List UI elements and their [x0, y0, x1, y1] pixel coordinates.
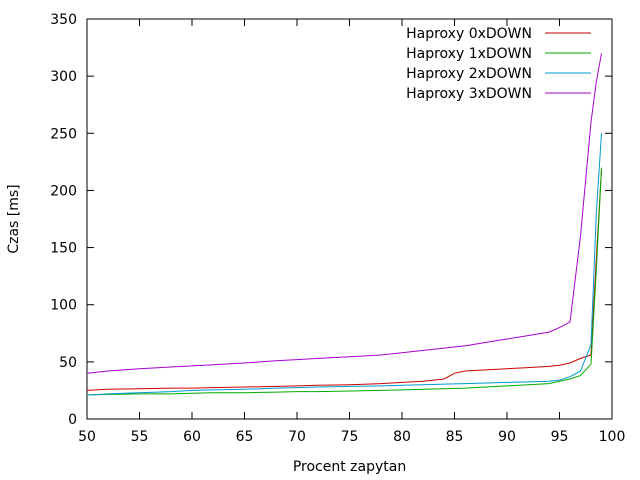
x-tick-label: 65 — [236, 429, 254, 445]
x-tick-label: 100 — [599, 429, 626, 445]
x-tick-label: 95 — [551, 429, 569, 445]
x-tick-label: 90 — [498, 429, 516, 445]
x-tick-label: 85 — [446, 429, 464, 445]
y-tick-label: 250 — [50, 126, 77, 142]
y-tick-label: 100 — [50, 298, 77, 314]
x-tick-label: 55 — [131, 429, 149, 445]
x-tick-label: 70 — [288, 429, 306, 445]
series-line — [86, 167, 602, 396]
legend-label: Haproxy 2xDOWN — [406, 66, 532, 82]
x-tick-label: 75 — [341, 429, 359, 445]
plot-frame — [86, 18, 613, 420]
legend-label: Haproxy 1xDOWN — [406, 46, 532, 62]
series-line — [86, 53, 602, 374]
y-tick-label: 150 — [50, 241, 77, 257]
x-axis-label: Procent zapytan — [293, 459, 406, 475]
series-line — [86, 169, 602, 391]
legend: Haproxy 0xDOWN Haproxy 1xDOWN Haproxy 2xDO… — [406, 26, 591, 102]
x-tick-label: 50 — [78, 429, 96, 445]
x-tick-label: 80 — [393, 429, 411, 445]
series-lines — [86, 53, 602, 396]
series-line — [86, 133, 602, 396]
y-axis-label: Czas [ms] — [6, 184, 22, 253]
y-tick-label: 200 — [50, 183, 77, 199]
y-tick-label: 300 — [50, 69, 77, 85]
y-tick-label: 350 — [50, 12, 77, 28]
legend-label: Haproxy 0xDOWN — [406, 26, 532, 42]
axis-ticks — [86, 18, 613, 420]
x-tick-label: 60 — [183, 429, 201, 445]
y-tick-label: 0 — [68, 412, 77, 428]
legend-label: Haproxy 3xDOWN — [406, 86, 532, 102]
y-tick-label: 50 — [59, 355, 77, 371]
axis-tick-labels: 50 55 60 65 70 75 80 85 90 95 10005010015020025030… — [50, 12, 625, 445]
